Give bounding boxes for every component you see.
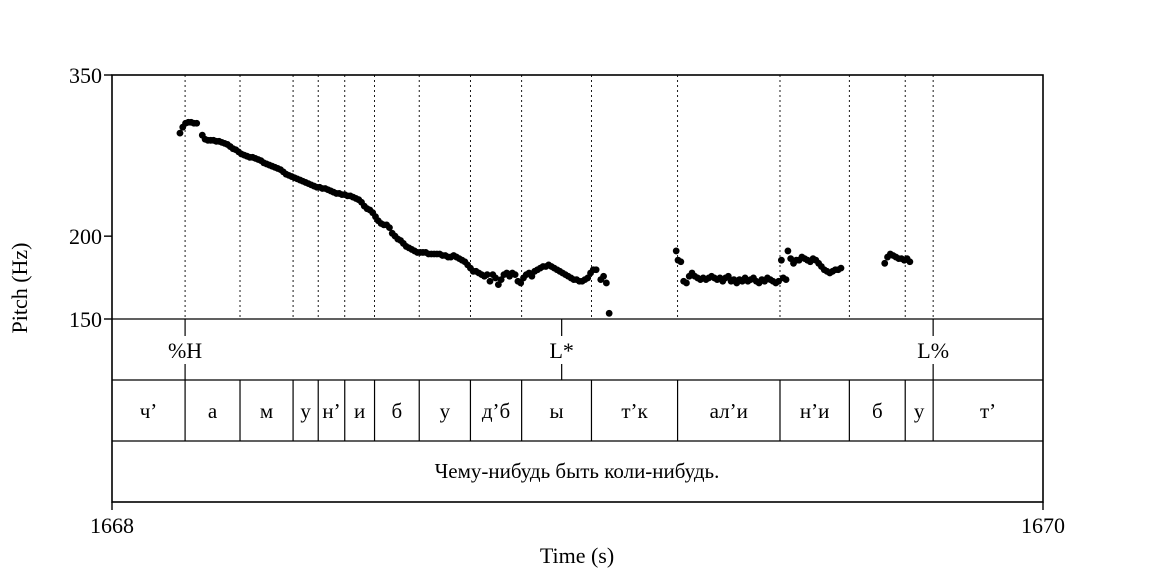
boundary-gridlines	[184, 75, 934, 319]
x-axis-ticks: 1668 1670	[90, 502, 1065, 538]
word-label: д’б	[482, 399, 510, 423]
plot-frame	[111, 74, 1044, 503]
pitch-point	[494, 281, 502, 289]
word-label: т’	[980, 399, 996, 423]
pitch-point	[600, 272, 607, 280]
pitch-point	[592, 266, 600, 274]
pitch-point	[881, 259, 889, 267]
sentence-text: Чему-нибудь быть коли-нибудь.	[435, 459, 720, 483]
y-axis-label: Pitch (Hz)	[7, 242, 32, 333]
tone-label-backdrop	[163, 336, 208, 364]
x-axis-label: Time (s)	[540, 543, 614, 568]
word-label: ч’	[140, 399, 158, 423]
x-tick-label: 1670	[1021, 513, 1065, 538]
word-label: н’и	[800, 399, 829, 423]
word-label: ал’и	[710, 399, 748, 423]
y-tick-label: 200	[69, 224, 102, 249]
pitch-point	[483, 271, 491, 279]
pitch-point	[528, 272, 536, 280]
pitch-point	[837, 264, 845, 272]
pitch-point	[492, 274, 499, 282]
tone-label: L*	[549, 338, 573, 363]
y-tick-label: 350	[69, 63, 102, 88]
x-tick-label: 1668	[90, 513, 134, 538]
word-tier-boundaries	[184, 380, 934, 441]
tone-label-backdrop	[539, 336, 584, 364]
pitch-point	[782, 276, 790, 283]
tone-tier-marks: %H L* L%	[163, 319, 956, 380]
pitch-point	[517, 279, 525, 287]
pitch-point	[511, 271, 519, 279]
pitch-point	[602, 279, 610, 287]
word-label: и	[354, 399, 365, 423]
word-tier-labels: ч’ а м у н’ и б у д’б ы т’к ал’и н’и б у т’	[140, 399, 996, 423]
word-label: у	[914, 399, 925, 423]
word-label: м	[260, 399, 273, 423]
pitch-point	[677, 258, 685, 266]
pitch-point	[386, 224, 393, 232]
y-tick-label: 150	[69, 307, 102, 332]
pitch-point	[672, 247, 680, 255]
pitch-point	[584, 274, 592, 282]
word-label: а	[208, 399, 218, 423]
word-label: б	[392, 399, 403, 423]
pitch-point	[724, 272, 732, 280]
word-label: б	[872, 399, 883, 423]
pitch-point	[683, 279, 690, 287]
pitch-point	[497, 276, 505, 283]
pitch-point	[193, 119, 201, 127]
tone-label-backdrop	[911, 336, 956, 364]
word-label: т’к	[621, 399, 648, 423]
word-label: ы	[549, 399, 563, 423]
word-label: у	[440, 399, 451, 423]
tone-label: %H	[168, 338, 202, 363]
pitch-point	[605, 309, 613, 317]
pitch-point	[784, 247, 792, 255]
word-label: у	[300, 399, 311, 423]
pitch-points	[176, 118, 914, 317]
y-axis-ticks: 150 200 350	[69, 63, 112, 332]
pitch-point	[176, 129, 184, 137]
pitch-point	[906, 258, 914, 266]
tone-label: L%	[917, 338, 949, 363]
pitch-point	[486, 277, 494, 285]
pitch-point	[777, 256, 785, 264]
word-label: н’	[322, 399, 340, 423]
